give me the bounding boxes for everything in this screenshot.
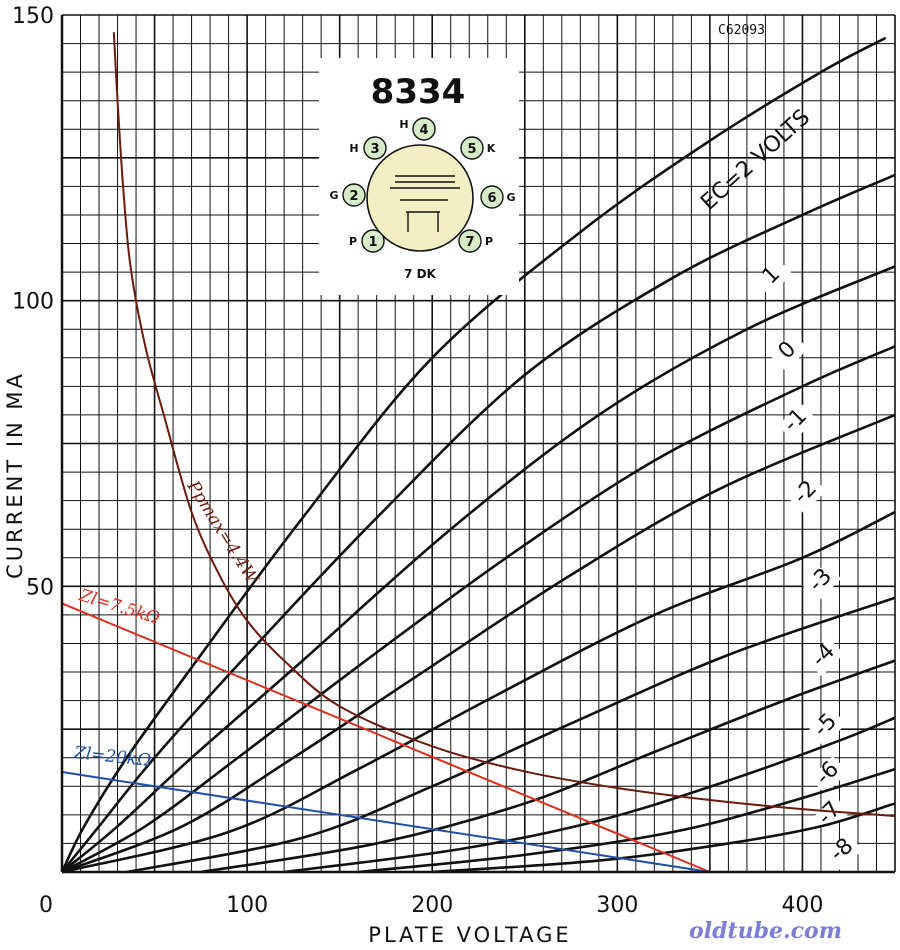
y-tick-label: 50 [26, 575, 54, 600]
pin-6 [480, 185, 504, 209]
pin-5 [460, 136, 484, 160]
load-line-20k-label: Zl=20kΩ [72, 743, 152, 771]
pin-label: H [349, 142, 358, 155]
x-tick-label: 100 [226, 893, 268, 918]
tube-envelope [366, 144, 474, 252]
grid-bias-curve [61, 510, 896, 874]
x-axis-title: PLATE VOLTAGE [368, 923, 571, 947]
chart-code: C62093 [718, 23, 765, 38]
pin-label: G [329, 189, 338, 202]
curve-label: -5 [809, 709, 842, 742]
pin-number: 5 [467, 142, 476, 157]
grid-bias-curve [126, 596, 896, 874]
pin-number: 7 [465, 235, 474, 250]
pin-number: 2 [349, 189, 358, 204]
grid-bias-curve [60, 173, 896, 873]
curve-label-bg [754, 258, 793, 297]
load-line-7k5 [61, 602, 711, 873]
grid-bias-curve [61, 413, 896, 874]
base-designation: 7 DK [404, 267, 436, 281]
grid-bias-curve [358, 767, 896, 874]
grid-bias-curve [283, 716, 896, 874]
pin-number: 1 [368, 235, 377, 250]
load-line-20k [61, 771, 711, 873]
grid-bias-curve [61, 265, 896, 874]
pin-4 [412, 117, 436, 141]
pin-label: K [487, 142, 496, 155]
pmax-curve-label: Ppmax=4.4W [182, 477, 262, 589]
axes: 0 100 200 300 400 50 100 150 [12, 4, 895, 918]
curve-label-bg [803, 563, 842, 602]
y-axis-title: CURRENT IN MA [3, 371, 27, 579]
curve-label: -3 [804, 564, 837, 597]
x-tick-label: 300 [596, 893, 638, 918]
curve-label: -2 [789, 476, 822, 509]
y-tick-label: 100 [12, 290, 54, 315]
curve-label: EC=2 VOLTS [696, 105, 815, 215]
x-tick-label: 400 [781, 893, 823, 918]
curve-label-bg [788, 475, 827, 514]
pin-label: H [399, 118, 408, 131]
curve-label-bg [812, 796, 851, 835]
pin-1 [361, 229, 385, 253]
curve-label-bg [770, 333, 809, 372]
tube-title: 8334 [371, 72, 466, 112]
grid-bias-curve [432, 802, 896, 874]
pmax-curve [112, 32, 896, 818]
curve-label: -8 [825, 833, 858, 866]
grid-bias-curve [60, 36, 887, 873]
x-tick-label: 0 [39, 893, 53, 918]
curve-label-bg [806, 638, 845, 677]
pin-2 [342, 183, 366, 207]
y-tick-label: 150 [12, 4, 54, 29]
pin-7 [458, 229, 482, 253]
curve-label-bg [778, 403, 817, 442]
pin-label: P [485, 235, 493, 248]
x-tick-label: 200 [411, 893, 453, 918]
pin-label: G [506, 191, 515, 204]
pin-label: P [349, 235, 357, 248]
pin-3 [363, 136, 387, 160]
pin-number: 4 [419, 123, 428, 138]
pin-number: 3 [370, 142, 379, 157]
tube-electrodes [390, 175, 460, 232]
watermark: oldtube.com [689, 918, 842, 944]
pin-number: 6 [487, 191, 496, 206]
load-line-7k5-label: Zl=7.5kΩ [76, 585, 162, 629]
curve-label-bg [808, 708, 847, 747]
curve-label-bg [824, 833, 863, 871]
curve-label-bg [810, 756, 849, 795]
grid-bias-curve [200, 659, 896, 874]
grid-bias-curve [61, 345, 896, 874]
